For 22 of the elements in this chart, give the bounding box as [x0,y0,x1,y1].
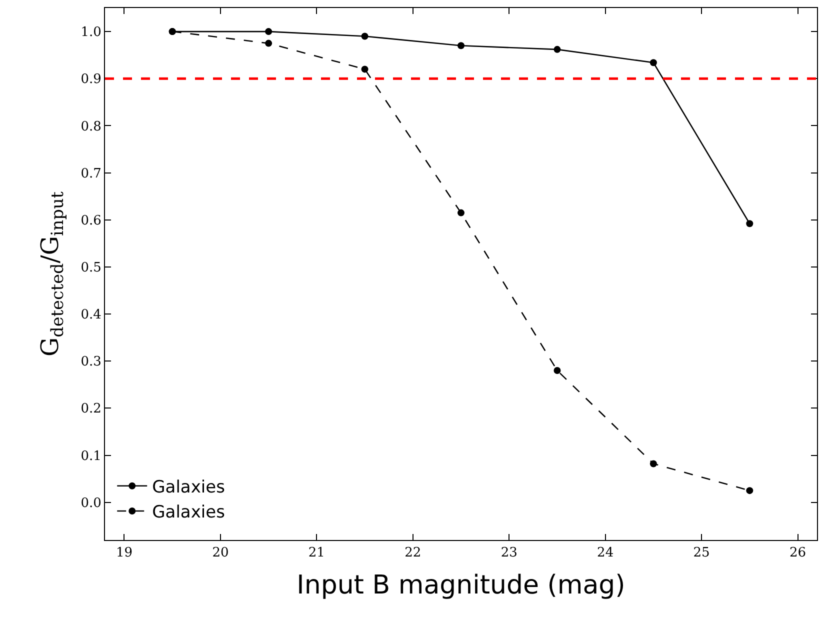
y-tick-label: 0.9 [80,72,102,88]
y-tick-label: 0.1 [80,448,102,464]
x-tick-label: 22 [404,546,422,561]
y-tick-label: 0.2 [80,402,102,417]
y-tick-label: 0.7 [80,166,102,182]
y-tick-label: 0.3 [80,354,102,370]
y-tick-label: 0.8 [80,119,102,134]
x-tick-label: 24 [597,546,614,561]
x-tick-label: 25 [693,546,710,561]
legend-label: Galaxies [152,502,226,523]
x-tick-label: 20 [212,546,229,561]
y-tick-label: 0.4 [80,308,102,323]
x-tick-label: 23 [500,546,518,561]
y-tick-label: 0.6 [80,213,102,228]
x-axis-title: Input B magnitude (mag) [296,570,626,600]
x-tick-label: 21 [308,546,325,561]
x-tick-label: 26 [789,546,806,561]
legend-label: Galaxies [152,478,226,498]
y-tick-label: 0.5 [80,260,102,276]
y-tick-label: 1.0 [80,25,102,40]
y-tick-label: 0.0 [80,496,102,511]
x-tick-label: 19 [116,546,133,561]
